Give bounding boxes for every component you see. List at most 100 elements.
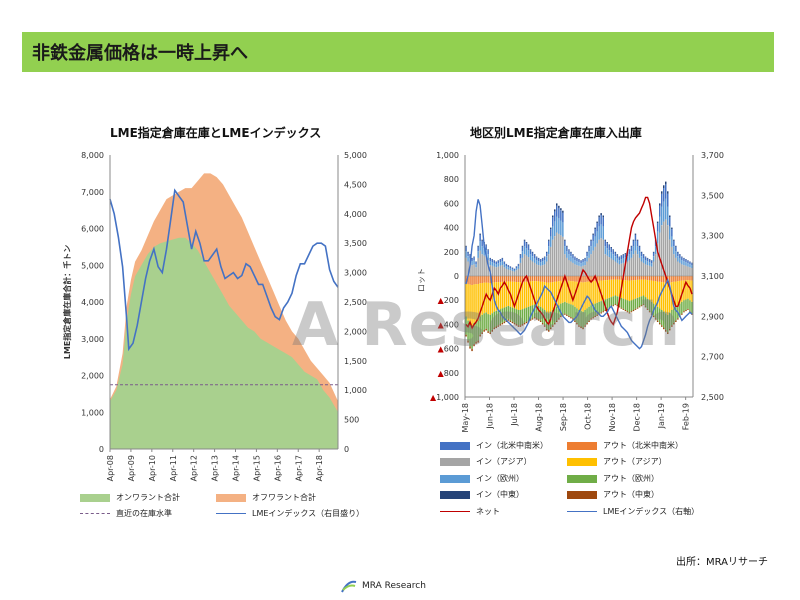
bar-out-eu xyxy=(475,321,477,342)
bar-out-eu xyxy=(487,314,489,332)
bar-out-eu xyxy=(642,295,645,305)
bar-in-asia xyxy=(661,225,663,276)
bar-out-na xyxy=(596,276,598,281)
bar-out-asia xyxy=(594,280,596,304)
bar-out-na xyxy=(584,276,586,283)
bar-out-me xyxy=(570,317,572,319)
bar-in-na xyxy=(531,252,534,257)
bar-in-na xyxy=(602,217,604,227)
bar-out-na xyxy=(539,276,542,282)
bar-out-asia xyxy=(515,282,518,310)
bar-in-me xyxy=(548,239,550,241)
bar-in-eu xyxy=(537,261,540,266)
bar-out-me xyxy=(511,321,514,324)
bar-out-eu xyxy=(533,304,536,318)
bar-in-eu xyxy=(620,259,623,264)
bar-out-asia xyxy=(614,279,617,296)
y-tick-label: 1,000 xyxy=(81,408,104,417)
bar-out-na xyxy=(535,276,538,282)
logo-icon xyxy=(341,580,357,593)
bar-in-asia xyxy=(620,263,623,276)
bar-in-asia xyxy=(558,233,560,276)
bar-out-eu xyxy=(622,298,625,309)
bar-in-eu xyxy=(606,248,608,256)
bar-out-me xyxy=(602,311,604,313)
bar-out-eu xyxy=(661,310,663,326)
bar-in-eu xyxy=(683,261,685,266)
bar-out-me xyxy=(677,318,679,320)
y2-tick-label: 2,500 xyxy=(344,298,367,307)
bar-in-me xyxy=(473,256,475,258)
bar-in-eu xyxy=(501,261,504,266)
bar-out-me xyxy=(687,308,689,310)
bar-out-me xyxy=(685,310,687,312)
y-tick-label: 600 xyxy=(444,199,459,208)
bar-out-me xyxy=(495,326,497,329)
bar-out-eu xyxy=(511,307,514,322)
bar-out-na xyxy=(491,276,493,283)
bar-in-me xyxy=(543,256,546,258)
bar-out-na xyxy=(679,276,681,281)
bar-in-eu xyxy=(558,218,560,234)
bar-in-me xyxy=(531,251,534,253)
bar-in-na xyxy=(638,246,641,252)
legend-label: アウト（欧州） xyxy=(603,474,659,483)
legend-label: イン（北米中南米） xyxy=(476,441,548,450)
y-tick-label: ▲400 xyxy=(438,320,459,329)
bar-in-eu xyxy=(650,263,653,267)
bar-in-eu xyxy=(626,256,629,262)
x-tick-label: Apr-10 xyxy=(148,455,157,481)
bar-out-na xyxy=(501,276,504,282)
bar-in-asia xyxy=(654,254,657,276)
bar-out-asia xyxy=(467,284,469,321)
left-chart-title: LME指定倉庫在庫とLMEインデックス xyxy=(110,126,322,140)
bar-in-me xyxy=(644,256,647,258)
x-tick-label: Apr-14 xyxy=(232,455,241,481)
bar-out-eu xyxy=(669,312,671,329)
bar-out-me xyxy=(471,348,473,352)
bar-in-eu xyxy=(594,236,596,247)
bar-out-asia xyxy=(491,282,493,314)
bar-out-eu xyxy=(610,297,612,307)
bar-in-eu xyxy=(489,261,491,266)
bar-in-eu xyxy=(566,251,568,258)
bar-in-me xyxy=(650,260,653,261)
legend-label: アウト（中東） xyxy=(603,490,659,499)
bar-out-asia xyxy=(513,281,516,309)
bar-in-asia xyxy=(590,254,592,276)
bar-in-me xyxy=(640,251,643,253)
bar-out-me xyxy=(661,325,663,327)
y2-tick-label: 3,000 xyxy=(344,269,367,278)
y2-tick-label: 3,500 xyxy=(344,239,367,248)
bar-out-eu xyxy=(667,314,669,333)
bar-in-asia xyxy=(501,265,504,276)
bar-in-eu xyxy=(564,246,566,255)
bar-in-me xyxy=(598,215,600,218)
bar-out-me xyxy=(656,320,659,322)
bar-in-na xyxy=(582,259,584,263)
y2-tick-label: 2,000 xyxy=(344,327,367,336)
bar-out-eu xyxy=(491,313,493,330)
bar-in-na xyxy=(513,269,516,271)
bar-out-asia xyxy=(689,280,691,301)
legend-item-out-na: アウト（北米中南米） xyxy=(567,440,683,451)
bar-in-na xyxy=(552,217,554,227)
bar-out-asia xyxy=(521,282,524,310)
bar-in-me xyxy=(616,254,619,255)
bar-out-asia xyxy=(592,281,594,305)
bar-out-asia xyxy=(687,280,689,299)
bar-out-na xyxy=(656,276,659,282)
bar-out-na xyxy=(541,276,544,282)
bar-in-eu xyxy=(648,262,651,266)
bar-in-asia xyxy=(560,235,562,276)
bar-out-eu xyxy=(665,313,667,330)
bar-out-na xyxy=(626,276,629,281)
bar-in-me xyxy=(663,185,665,188)
bar-out-me xyxy=(642,304,645,306)
bar-out-eu xyxy=(596,302,598,315)
bar-in-na xyxy=(600,215,602,225)
bar-out-asia xyxy=(473,284,475,323)
bar-out-asia xyxy=(642,279,645,296)
bar-out-asia xyxy=(582,282,584,312)
right-chart-title: 地区別LME指定倉庫在庫入出庫 xyxy=(470,126,642,140)
